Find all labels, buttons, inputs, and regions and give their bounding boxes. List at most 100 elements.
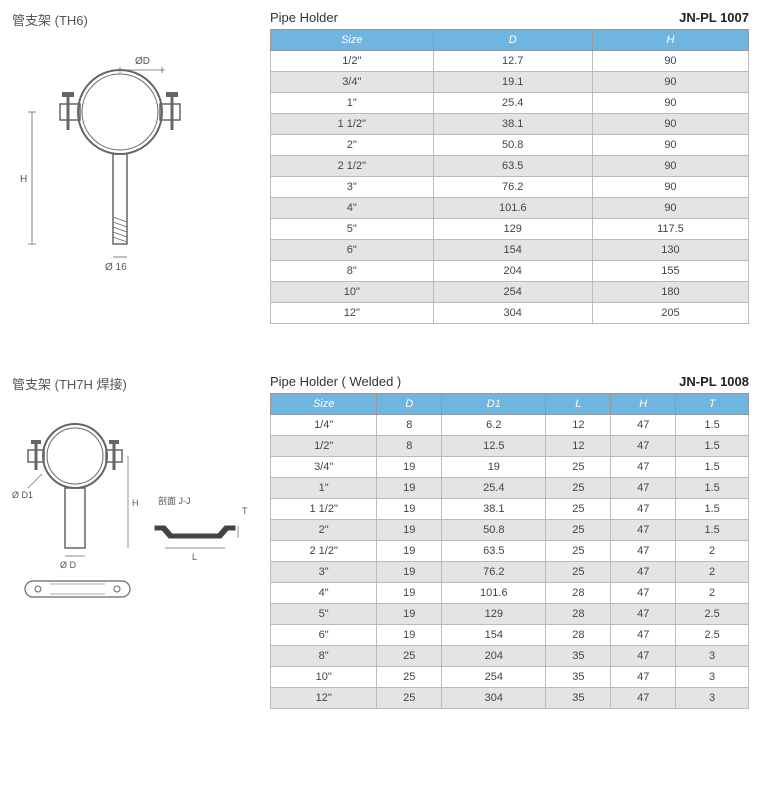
table-cell: 90	[592, 198, 748, 219]
dim-d-label: ØD	[135, 56, 150, 67]
table-row: 5"1912928472.5	[271, 604, 749, 625]
table-cell: 3	[676, 667, 749, 688]
table-cell: 35	[546, 646, 611, 667]
table-cell: 5"	[271, 604, 377, 625]
table-cell: 254	[433, 282, 592, 303]
table-cell: 1.5	[676, 457, 749, 478]
table-cell: 2"	[271, 520, 377, 541]
right-column: Pipe Holder JN-PL 1007 SizeDH 1/2"12.790…	[270, 10, 749, 324]
column-header: Size	[271, 30, 434, 51]
table-cell: 2	[676, 562, 749, 583]
table-row: 3/4"19.190	[271, 72, 749, 93]
table-cell: 19	[377, 541, 442, 562]
table-row: 6"154130	[271, 240, 749, 261]
table-cell: 4"	[271, 583, 377, 604]
table-cell: 25	[546, 457, 611, 478]
table-cell: 3	[676, 688, 749, 709]
table-cell: 90	[592, 135, 748, 156]
table-cell: 47	[611, 457, 676, 478]
column-header: D	[377, 394, 442, 415]
table-cell: 63.5	[442, 541, 546, 562]
table-cell: 5"	[271, 219, 434, 240]
column-header: H	[611, 394, 676, 415]
table-cell: 6"	[271, 625, 377, 646]
table-cell: 3	[676, 646, 749, 667]
table-cell: 19	[377, 499, 442, 520]
table-row: 2"1950.825471.5	[271, 520, 749, 541]
table-cell: 90	[592, 177, 748, 198]
table-row: 10"254180	[271, 282, 749, 303]
table-cell: 180	[592, 282, 748, 303]
table-cell: 10"	[271, 282, 434, 303]
table-row: 8"204155	[271, 261, 749, 282]
table-row: 12"304205	[271, 303, 749, 324]
table-cell: 47	[611, 625, 676, 646]
table-cell: 19	[377, 478, 442, 499]
table-cell: 12	[546, 415, 611, 436]
table-cell: 19	[377, 625, 442, 646]
table-cell: 12.5	[442, 436, 546, 457]
english-title: Pipe Holder	[270, 10, 338, 25]
table-cell: 205	[592, 303, 748, 324]
table-cell: 4"	[271, 198, 434, 219]
table-cell: 38.1	[442, 499, 546, 520]
table-cell: 76.2	[433, 177, 592, 198]
table-cell: 25	[377, 688, 442, 709]
table-cell: 90	[592, 72, 748, 93]
table-cell: 25.4	[433, 93, 592, 114]
table-cell: 154	[442, 625, 546, 646]
part-number: JN-PL 1008	[679, 374, 749, 389]
diagram-th6: ØD H Ø 16	[10, 37, 255, 280]
table-cell: 19.1	[433, 72, 592, 93]
dim-t-label: T	[242, 506, 248, 516]
table-cell: 1 1/2"	[271, 499, 377, 520]
table-cell: 25	[546, 562, 611, 583]
dim-h-label: H	[20, 174, 27, 185]
table-row: 2"50.890	[271, 135, 749, 156]
table-cell: 35	[546, 667, 611, 688]
table-row: 1/2"812.512471.5	[271, 436, 749, 457]
dim-h-label: H	[132, 498, 139, 508]
table-cell: 63.5	[433, 156, 592, 177]
table-cell: 1.5	[676, 478, 749, 499]
table-cell: 155	[592, 261, 748, 282]
table-cell: 38.1	[433, 114, 592, 135]
table-cell: 1.5	[676, 415, 749, 436]
table-row: 1"1925.425471.5	[271, 478, 749, 499]
table-cell: 47	[611, 583, 676, 604]
table-cell: 25	[377, 667, 442, 688]
english-title: Pipe Holder ( Welded )	[270, 374, 401, 389]
table-cell: 2	[676, 583, 749, 604]
table-cell: 25	[546, 499, 611, 520]
table-cell: 304	[433, 303, 592, 324]
table-cell: 117.5	[592, 219, 748, 240]
table-cell: 19	[442, 457, 546, 478]
table-cell: 3"	[271, 562, 377, 583]
table-row: 3"76.290	[271, 177, 749, 198]
table-cell: 2.5	[676, 625, 749, 646]
chinese-title: 管支架 (TH7H 焊接)	[10, 374, 255, 393]
table-cell: 8"	[271, 261, 434, 282]
table-cell: 90	[592, 156, 748, 177]
section-label: 剖面 J-J	[158, 495, 191, 506]
table-cell: 1 1/2"	[271, 114, 434, 135]
part-number: JN-PL 1007	[679, 10, 749, 25]
table-row: 1 1/2"38.190	[271, 114, 749, 135]
table-row: 2 1/2"1963.525472	[271, 541, 749, 562]
table-cell: 90	[592, 114, 748, 135]
table-cell: 154	[433, 240, 592, 261]
table-cell: 2 1/2"	[271, 156, 434, 177]
table-row: 5"129117.5	[271, 219, 749, 240]
table-cell: 12	[546, 436, 611, 457]
table-cell: 47	[611, 562, 676, 583]
column-header: D1	[442, 394, 546, 415]
table-cell: 3/4"	[271, 72, 434, 93]
table-header-row: Pipe Holder JN-PL 1007	[270, 10, 749, 25]
table-cell: 47	[611, 646, 676, 667]
table-cell: 101.6	[442, 583, 546, 604]
table-cell: 204	[433, 261, 592, 282]
left-column: 管支架 (TH6)	[10, 10, 255, 324]
table-cell: 10"	[271, 667, 377, 688]
dim-base-label: Ø 16	[105, 262, 127, 272]
table-cell: 25	[546, 478, 611, 499]
